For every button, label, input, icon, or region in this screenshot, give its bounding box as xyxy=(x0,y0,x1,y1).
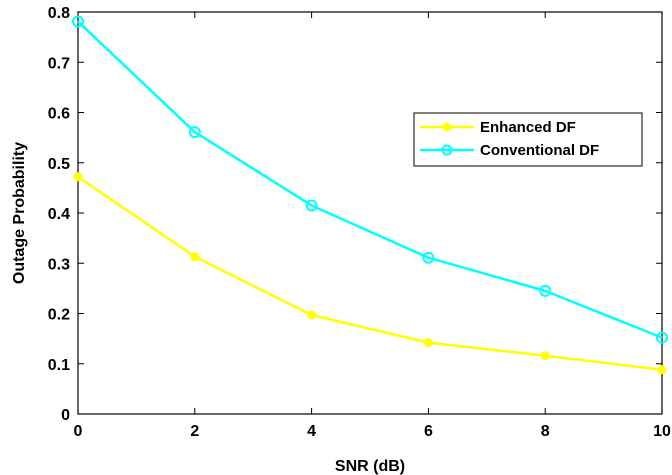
data-point-enhanced-df xyxy=(540,351,550,361)
data-point-conventional-df xyxy=(539,284,552,297)
y-tick-label: 0.3 xyxy=(48,256,70,273)
data-point-enhanced-df xyxy=(190,252,200,262)
series-line-conventional-df xyxy=(77,20,663,339)
axis-tick-labels: 0 2 4 6 8 10 0 0.1 0.2 0.3 0.4 0.5 0.6 0.7 0.8 xyxy=(48,5,671,440)
y-tick-label: 0.4 xyxy=(48,206,70,223)
x-tick-label: 6 xyxy=(424,423,433,440)
x-axis-label: SNR (dB) xyxy=(335,458,405,475)
data-point-conventional-df xyxy=(305,199,318,212)
data-point-conventional-df xyxy=(188,126,201,139)
legend-label-conventional-df: Conventional DF xyxy=(480,142,599,159)
data-point-enhanced-df xyxy=(307,310,317,320)
legend: Enhanced DF Conventional DF xyxy=(413,112,643,167)
axis-ticks xyxy=(77,11,663,415)
data-point-enhanced-df xyxy=(657,365,667,375)
x-tick-label: 2 xyxy=(190,423,199,440)
data-point-conventional-df xyxy=(422,251,435,264)
y-tick-label: 0 xyxy=(61,407,70,424)
data-point-enhanced-df xyxy=(423,338,433,348)
y-axis-label: Outage Probability xyxy=(11,142,28,284)
series-layer xyxy=(72,15,668,375)
data-point-conventional-df xyxy=(72,15,84,28)
y-tick-label: 0.8 xyxy=(48,5,70,22)
x-tick-label: 0 xyxy=(74,423,83,440)
x-tick-label: 8 xyxy=(541,423,550,440)
plot-area xyxy=(77,11,663,415)
y-tick-label: 0.2 xyxy=(48,307,70,324)
legend-marker-enhanced-df xyxy=(442,122,452,132)
legend-label-enhanced-df: Enhanced DF xyxy=(480,119,576,136)
y-tick-label: 0.6 xyxy=(48,106,70,123)
y-tick-label: 0.1 xyxy=(48,357,70,374)
legend-box xyxy=(413,112,643,167)
x-tick-label: 10 xyxy=(653,423,671,440)
data-point-conventional-df xyxy=(656,331,668,344)
series-line-enhanced-df xyxy=(77,175,663,372)
x-tick-label: 4 xyxy=(307,423,316,440)
data-point-enhanced-df xyxy=(73,172,83,182)
legend-marker-conventional-df xyxy=(441,144,453,156)
y-tick-label: 0.7 xyxy=(48,55,70,72)
y-tick-label: 0.5 xyxy=(48,156,70,173)
